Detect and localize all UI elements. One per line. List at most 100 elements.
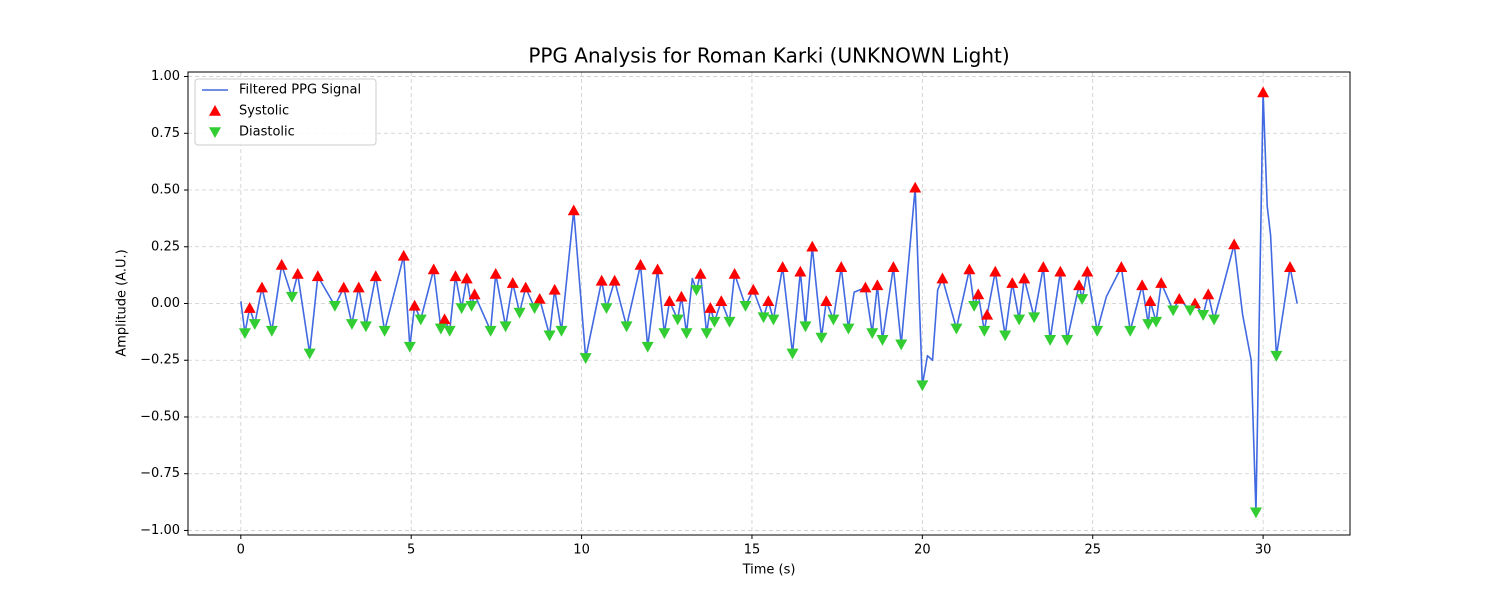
y-tick-label: −0.50 [140,409,180,424]
plot-area: 0 5 10 15 20 25 30 −1.00 −0.75 −0.50 −0.25 0.00 0.25… [140,69,1351,558]
y-tick-label: −0.25 [140,353,180,368]
y-tick-label: 1.00 [151,69,180,84]
y-tick-label: −0.75 [140,466,180,481]
systolic-marker [776,261,789,272]
systolic-marker [1257,86,1270,98]
systolic-marker [909,181,922,193]
x-tick-label: 20 [914,543,931,558]
diastolic-marker [484,325,497,337]
systolic-marker [1202,288,1215,300]
diastolic-marker [555,325,568,337]
diastolic-marker [916,380,929,392]
systolic-marker [820,295,833,307]
diastolic-marker [1249,507,1262,519]
diastolic-marker [700,328,713,340]
diastolic-marker [671,314,684,326]
legend-label: Diastolic [239,125,295,140]
x-tick-label: 15 [744,543,761,558]
diastolic-marker [866,328,879,340]
diastolic-marker [1184,305,1197,317]
systolic-marker [255,281,268,293]
systolic-marker [1081,265,1094,277]
diastolic-marker [842,323,855,335]
diastolic-marker [680,328,693,340]
diastolic-marker [543,330,556,342]
systolic-marker [506,277,519,288]
diastolic-marker [1091,325,1104,337]
diastolic-marker [265,325,278,337]
diastolic-marker [303,348,316,360]
diastolic-marker [499,321,512,333]
diastolic-marker [658,328,671,340]
systolic-marker [1136,279,1149,291]
diastolic-marker [1028,312,1041,324]
systolic-marker [663,295,676,307]
systolic-marker [634,258,647,270]
systolic-marker [243,302,256,313]
x-tick-label: 5 [407,543,415,558]
systolic-marker [468,288,481,300]
x-tick-label: 30 [1255,543,1272,558]
y-tick-label: 0.50 [151,183,180,198]
systolic-marker [1037,261,1050,272]
systolic-marker [275,258,288,270]
diastolic-marker [786,348,799,360]
legend-swatch [209,105,221,116]
diastolic-marker [799,321,812,333]
diastolic-marker [1124,325,1137,337]
diastolic-marker [414,314,427,326]
systolic-marker [762,295,775,307]
systolic-marker [1073,279,1086,291]
diastolic-marker [978,325,991,337]
systolic-marker [694,267,707,279]
systolic-marker [519,281,532,293]
systolic-marker [715,295,728,307]
systolic-marker [608,274,621,286]
diastolic-marker [359,321,372,333]
diastolic-marker [739,300,752,312]
y-tick-label: 0.75 [151,126,180,141]
diastolic-marker [1142,319,1155,330]
x-axis-label: Time (s) [742,563,796,578]
systolic-marker [337,281,350,293]
systolic-marker [1144,295,1157,307]
diastolic-marker [528,303,541,315]
systolic-marker [1006,277,1019,288]
systolic-marker [567,204,580,216]
diastolic-marker [1061,335,1074,346]
diastolic-marker [238,328,251,340]
x-tick-label: 0 [237,543,245,558]
legend: Filtered PPG Signal Systolic Diastolic [194,78,377,146]
diastolic-marker [443,325,456,337]
systolic-marker [794,265,807,277]
systolic-marker [369,270,382,282]
systolic-marker [352,281,365,293]
plot-frame [187,71,1351,536]
diastolic-marker [1013,314,1026,326]
diastolic-marker [328,300,341,312]
systolic-marker [1115,261,1128,272]
systolic-marker [408,299,421,311]
diastolic-marker [999,330,1012,342]
diastolic-marker [403,341,416,353]
systolic-marker [311,270,324,282]
diastolic-marker [1270,350,1283,362]
systolic-marker [548,283,561,295]
systolic-marker [747,283,760,295]
systolic-marker [1054,265,1067,277]
diastolic-marker [641,341,654,353]
systolic-marker [871,279,884,291]
diastolic-marker [1208,314,1221,326]
systolic-marker [936,272,949,284]
y-tick-label: 0.00 [151,296,180,311]
systolic-marker [291,267,304,279]
diastolic-marker [708,316,721,328]
diastolic-marker [767,314,780,326]
diastolic-marker [465,300,478,312]
diastolic-marker [950,323,963,335]
diastolic-marker [723,316,736,328]
systolic-marker [835,261,848,272]
systolic-marker [675,290,688,302]
y-axis-label: Amplitude (A.U.) [115,249,130,356]
